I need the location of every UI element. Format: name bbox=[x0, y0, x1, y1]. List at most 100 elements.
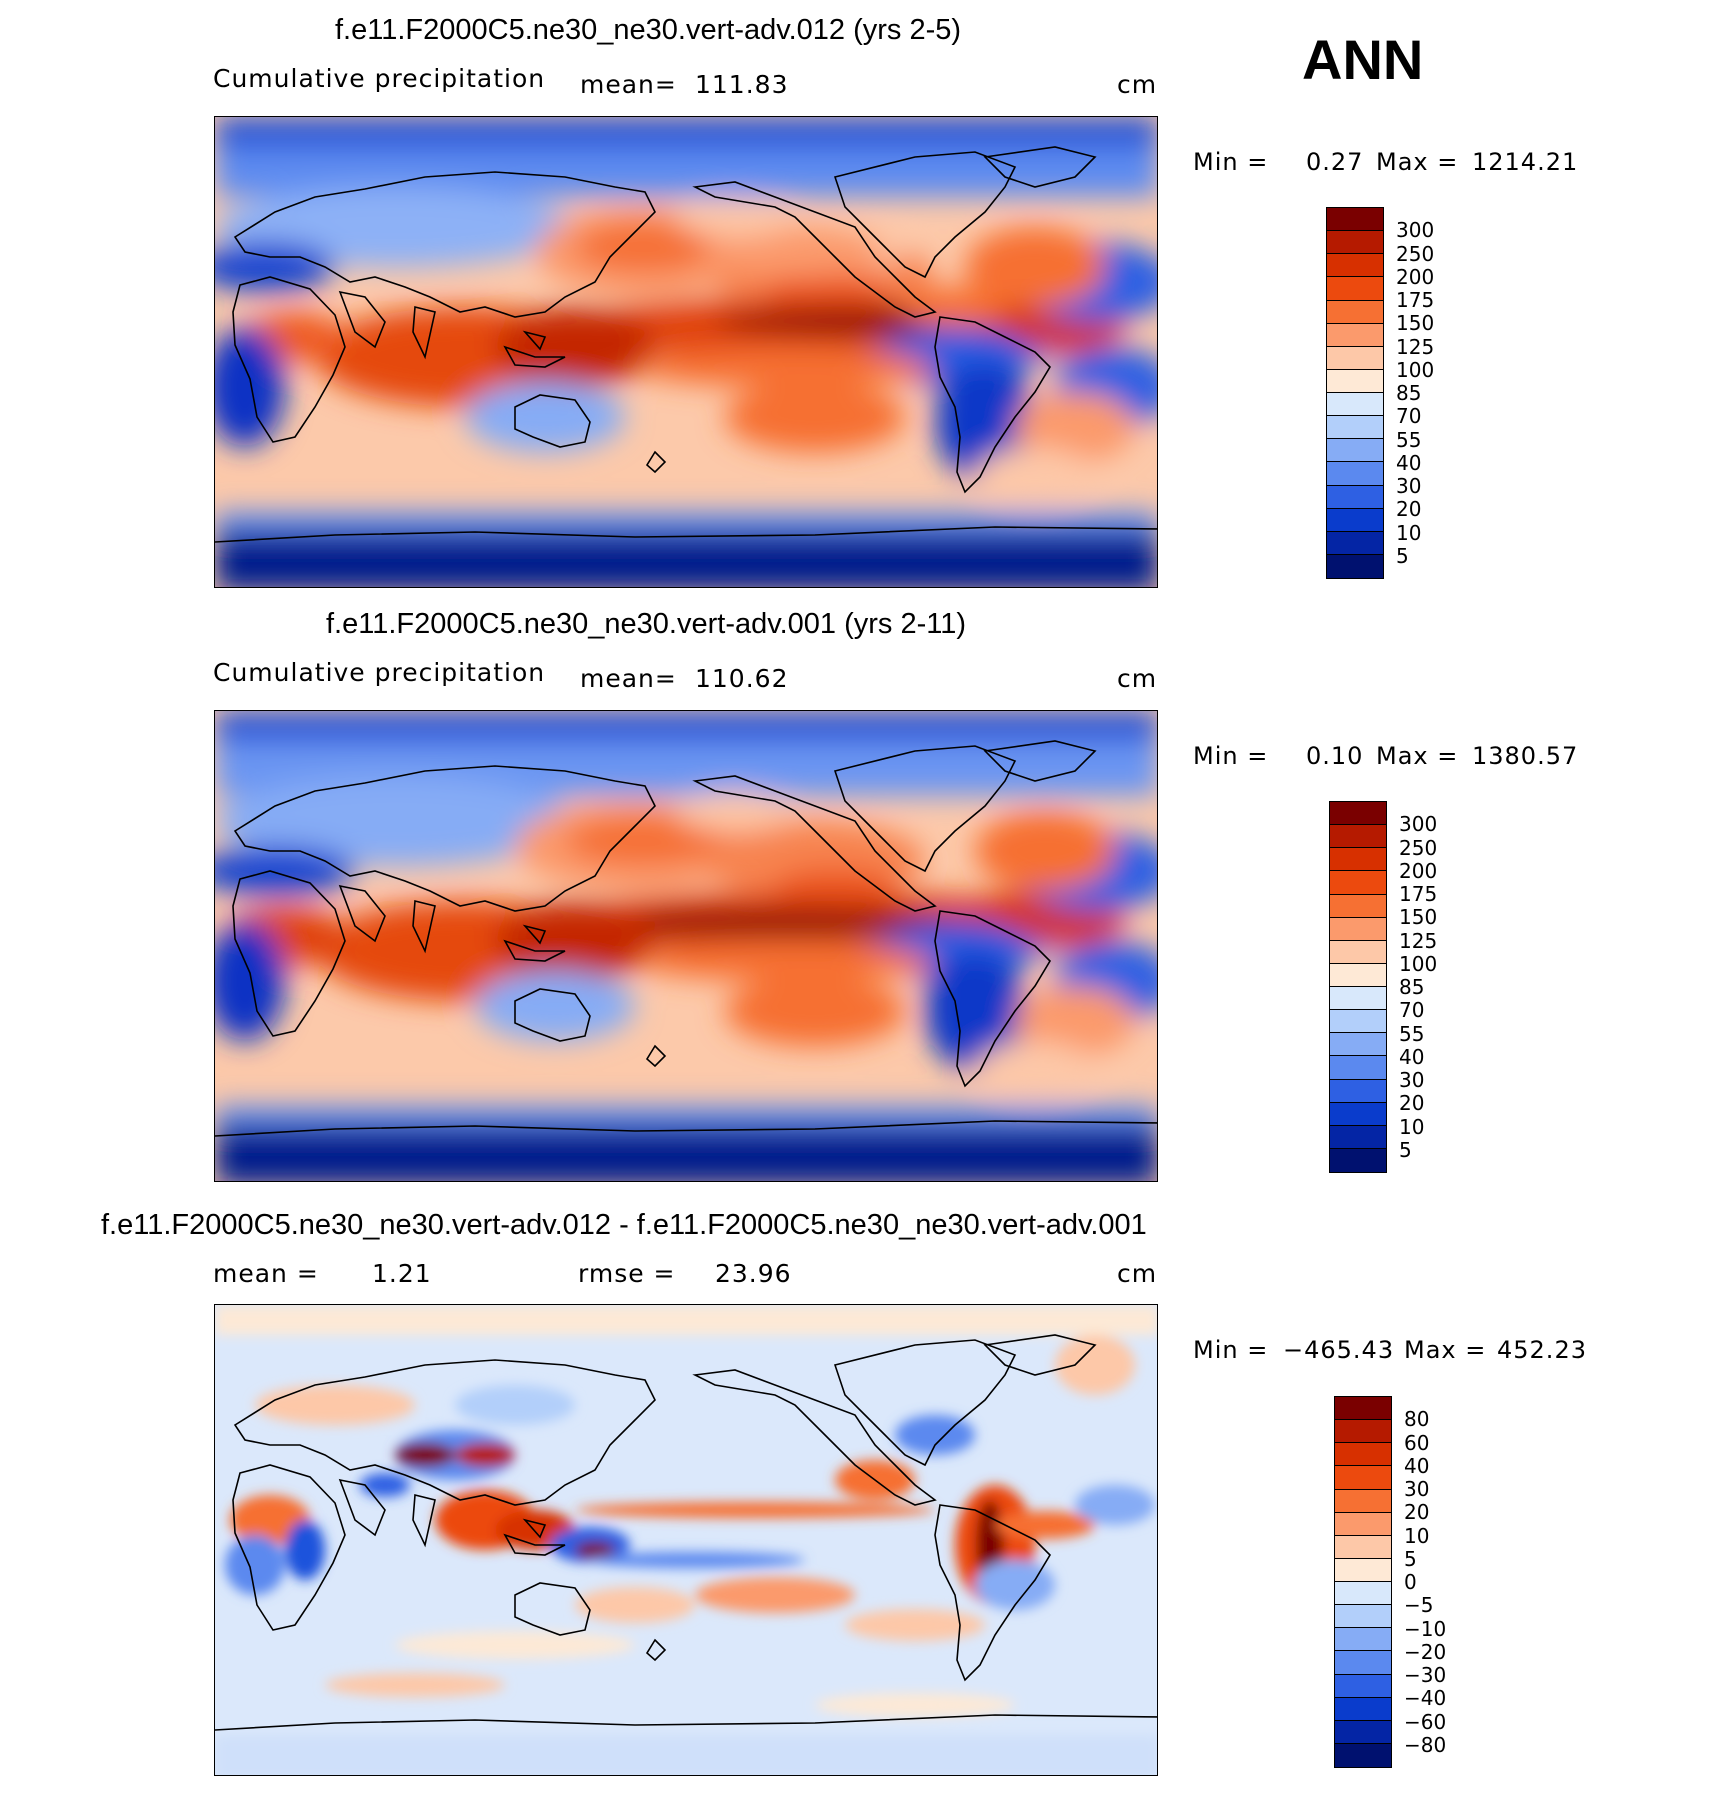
colorbar-tick-label: 55 bbox=[1396, 427, 1422, 452]
colorbar-swatch bbox=[1335, 1743, 1391, 1767]
colorbar-tick-label: 30 bbox=[1404, 1477, 1430, 1501]
colorbar-swatch bbox=[1330, 963, 1386, 987]
panel-2-variable: Cumulative precipitation bbox=[213, 658, 546, 687]
colorbar-tick-label: 175 bbox=[1399, 882, 1438, 906]
colorbar-swatch bbox=[1327, 462, 1383, 486]
colorbar-tick-label: 60 bbox=[1404, 1430, 1430, 1455]
colorbar-swatch bbox=[1330, 894, 1386, 918]
colorbar-tick-label: 20 bbox=[1396, 497, 1422, 522]
colorbar-tick-label: −10 bbox=[1404, 1616, 1447, 1641]
colorbar-swatch bbox=[1330, 825, 1386, 849]
colorbar-swatch bbox=[1335, 1651, 1391, 1675]
colorbar-tick-label: 40 bbox=[1404, 1453, 1430, 1478]
panel-3-rmse-label: rmse = bbox=[578, 1259, 676, 1288]
panel-1-mean-value: 111.83 bbox=[695, 70, 789, 99]
colorbar-tick-label: 200 bbox=[1396, 264, 1435, 289]
panel-2-mean-value: 110.62 bbox=[695, 664, 789, 693]
colorbar-swatch bbox=[1327, 369, 1383, 393]
colorbar-swatch bbox=[1327, 531, 1383, 555]
panel-1-mean-label: mean= bbox=[580, 70, 677, 99]
colorbar-swatch bbox=[1335, 1466, 1391, 1490]
colorbar-swatch bbox=[1330, 940, 1386, 964]
colorbar-swatch bbox=[1327, 300, 1383, 324]
colorbar-tick-label: 125 bbox=[1399, 928, 1438, 953]
colorbar-swatch bbox=[1335, 1397, 1391, 1421]
colorbar-tick-label: 300 bbox=[1396, 218, 1435, 243]
panel-1-min-label: Min = bbox=[1193, 148, 1269, 176]
colorbar-swatch bbox=[1330, 917, 1386, 941]
colorbar-tick-label: 10 bbox=[1404, 1523, 1430, 1548]
colorbar-swatch bbox=[1335, 1720, 1391, 1744]
panel-2-mean-label: mean= bbox=[580, 664, 677, 693]
colorbar-tick-label: −60 bbox=[1404, 1709, 1447, 1734]
colorbar-swatch bbox=[1327, 277, 1383, 301]
colorbar-tick-label: 100 bbox=[1396, 357, 1435, 382]
colorbar-tick-label: 125 bbox=[1396, 334, 1435, 359]
colorbar-swatch bbox=[1330, 802, 1386, 826]
colorbar-tick-label: 40 bbox=[1399, 1044, 1425, 1069]
panel-3-mean-label: mean = bbox=[213, 1259, 319, 1288]
colorbar-swatch bbox=[1330, 1148, 1386, 1172]
panel-1-max-value: 1214.21 bbox=[1472, 148, 1579, 176]
colorbar-tick-label: 10 bbox=[1399, 1114, 1425, 1139]
panel-3-title: f.e11.F2000C5.ne30_ne30.vert-adv.012 - f… bbox=[101, 1209, 1147, 1241]
panel-2-units: cm bbox=[1117, 664, 1158, 693]
colorbar-tick-label: 20 bbox=[1399, 1091, 1425, 1116]
colorbar-tick-label: 70 bbox=[1399, 998, 1425, 1023]
colorbar-swatch bbox=[1327, 323, 1383, 347]
colorbar-swatch bbox=[1330, 1079, 1386, 1103]
panel-2-max-value: 1380.57 bbox=[1472, 742, 1579, 770]
colorbar-swatch bbox=[1335, 1489, 1391, 1513]
colorbar-tick-label: −20 bbox=[1404, 1639, 1447, 1664]
colorbar-tick-label: 300 bbox=[1399, 812, 1438, 837]
colorbar-swatch bbox=[1327, 439, 1383, 463]
colorbar-tick-label: 250 bbox=[1399, 835, 1438, 860]
colorbar-swatch bbox=[1327, 485, 1383, 509]
colorbar-swatch bbox=[1335, 1674, 1391, 1698]
colorbar-tick-label: 0 bbox=[1404, 1570, 1417, 1594]
colorbar-swatch bbox=[1330, 871, 1386, 895]
colorbar-swatch bbox=[1335, 1697, 1391, 1721]
colorbar-tick-label: 10 bbox=[1396, 520, 1422, 545]
colorbar-tick-label: 80 bbox=[1404, 1407, 1430, 1432]
panel-1-title: f.e11.F2000C5.ne30_ne30.vert-adv.012 (yr… bbox=[335, 14, 962, 46]
panel-3-rmse-value: 23.96 bbox=[715, 1259, 792, 1288]
colorbar-swatch bbox=[1330, 1056, 1386, 1080]
colorbar-swatch bbox=[1327, 554, 1383, 578]
panel-2-max-label: Max = bbox=[1376, 742, 1459, 770]
colorbar-tick-label: −5 bbox=[1404, 1593, 1434, 1618]
panel-2-min-label: Min = bbox=[1193, 742, 1269, 770]
colorbar-swatch bbox=[1335, 1605, 1391, 1629]
colorbar-tick-label: 5 bbox=[1396, 543, 1409, 568]
panel-3-min-value: −465.43 bbox=[1283, 1336, 1395, 1364]
colorbar-tick-label: 150 bbox=[1396, 311, 1435, 336]
colorbar-tick-label: 85 bbox=[1399, 975, 1425, 999]
panel-2-colorbar bbox=[1329, 801, 1387, 1173]
colorbar-swatch bbox=[1327, 231, 1383, 255]
colorbar-tick-label: 55 bbox=[1399, 1021, 1425, 1046]
colorbar-swatch bbox=[1327, 393, 1383, 417]
colorbar-swatch bbox=[1327, 346, 1383, 370]
panel-2-map bbox=[214, 710, 1158, 1182]
colorbar-swatch bbox=[1330, 1010, 1386, 1034]
colorbar-tick-label: −30 bbox=[1404, 1663, 1447, 1687]
panel-3-units: cm bbox=[1117, 1259, 1158, 1288]
colorbar-swatch bbox=[1327, 254, 1383, 278]
panel-1-colorbar bbox=[1326, 207, 1384, 579]
colorbar-swatch bbox=[1330, 1102, 1386, 1126]
panel-1-min-value: 0.27 bbox=[1306, 148, 1364, 176]
colorbar-swatch bbox=[1335, 1628, 1391, 1652]
colorbar-tick-label: 5 bbox=[1399, 1137, 1412, 1162]
panel-1-variable: Cumulative precipitation bbox=[213, 64, 546, 93]
colorbar-swatch bbox=[1330, 987, 1386, 1011]
panel-3-max-label: Max = bbox=[1404, 1336, 1487, 1364]
panel-2-title: f.e11.F2000C5.ne30_ne30.vert-adv.001 (yr… bbox=[326, 608, 966, 640]
colorbar-tick-label: 70 bbox=[1396, 404, 1422, 429]
colorbar-swatch bbox=[1330, 848, 1386, 872]
colorbar-tick-label: 175 bbox=[1396, 288, 1435, 312]
panel-3-map bbox=[214, 1304, 1158, 1776]
colorbar-swatch bbox=[1330, 1125, 1386, 1149]
panel-2-min-value: 0.10 bbox=[1306, 742, 1364, 770]
panel-1-units: cm bbox=[1117, 70, 1158, 99]
colorbar-tick-label: 5 bbox=[1404, 1546, 1417, 1571]
